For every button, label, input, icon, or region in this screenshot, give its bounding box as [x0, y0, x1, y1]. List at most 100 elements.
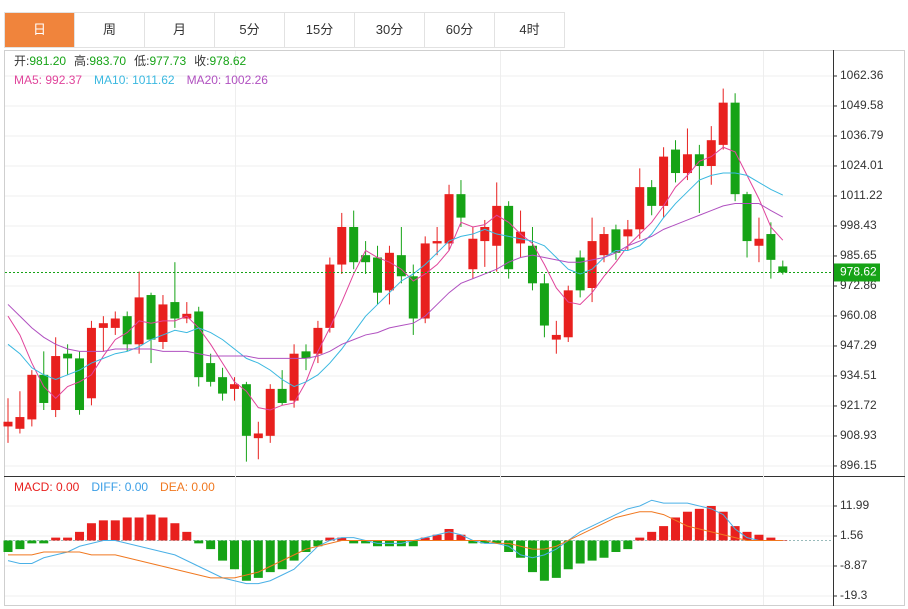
candle-body — [146, 295, 156, 340]
macd-bar — [313, 540, 323, 547]
candle-body — [313, 327, 323, 354]
macd-bar — [563, 540, 573, 570]
candle-body — [194, 311, 204, 378]
legend-entry: MACD: 0.00 — [14, 480, 80, 494]
candle-body — [611, 229, 621, 253]
macd-bar — [158, 517, 168, 541]
candle-body — [671, 149, 681, 174]
candle-body — [539, 283, 549, 326]
last-price-box — [834, 263, 880, 282]
macd-bar — [444, 528, 454, 541]
macd-bar — [492, 540, 502, 544]
candle-body — [277, 388, 287, 403]
ohlc-value: 981.20 — [29, 54, 66, 68]
macd-bar — [456, 534, 466, 541]
macd-bar — [706, 505, 716, 541]
macd-bar — [551, 540, 561, 578]
macd-bar — [659, 526, 669, 541]
candle-body — [778, 266, 788, 273]
candle-body — [349, 227, 359, 263]
y-tick-label: 896.15 — [840, 458, 877, 472]
macd-bar — [241, 540, 251, 581]
macd-bar — [599, 540, 609, 558]
candle-body — [27, 374, 37, 420]
period-tab[interactable]: 5分 — [215, 13, 285, 47]
macd-bar — [277, 540, 287, 570]
y-tick-label: 1062.36 — [840, 68, 884, 82]
candle-body — [754, 238, 764, 246]
y-tick-label: 947.29 — [840, 338, 877, 352]
ohlc-label: 低: — [134, 54, 149, 68]
candle-body — [623, 229, 633, 237]
y-tick-label: 1.56 — [840, 528, 864, 542]
chart-frame — [4, 50, 905, 606]
macd-bar — [694, 508, 704, 541]
candle-body — [75, 358, 85, 411]
macd-bar — [301, 540, 311, 552]
period-tab[interactable]: 15分 — [285, 13, 355, 47]
period-tab[interactable]: 30分 — [355, 13, 425, 47]
candle-body — [706, 140, 716, 166]
candle-body — [158, 304, 168, 342]
candle-body — [384, 252, 394, 291]
candle-body — [635, 187, 645, 230]
candle-body — [420, 243, 430, 319]
candle-body — [361, 255, 371, 263]
candle-body — [456, 194, 466, 218]
macd-bar — [539, 540, 549, 581]
macd-bar — [206, 540, 216, 550]
macd-bar — [253, 540, 263, 578]
macd-bar — [575, 540, 585, 564]
macd-bar — [337, 537, 347, 541]
macd-bar — [182, 531, 192, 541]
period-tab[interactable]: 周 — [75, 13, 145, 47]
macd-bar — [39, 540, 49, 544]
candle-body — [337, 227, 347, 265]
macd-bar — [325, 537, 335, 541]
period-tab[interactable]: 4时 — [495, 13, 565, 47]
y-tick-label: 960.08 — [840, 308, 877, 322]
y-tick-label: 972.86 — [840, 278, 877, 292]
candle-body — [241, 384, 251, 436]
y-tick-label: 1036.79 — [840, 128, 884, 142]
candle-body — [373, 257, 383, 293]
ohlc-value: 978.62 — [209, 54, 246, 68]
macd-bar — [110, 520, 120, 541]
indicator-line — [8, 511, 783, 579]
legend-entry: MA10: 1011.62 — [94, 73, 175, 87]
indicator-line — [7, 172, 784, 388]
macd-bar — [15, 540, 25, 550]
y-tick-label: 921.72 — [840, 398, 877, 412]
y-tick-label: -8.87 — [840, 558, 868, 572]
ohlc-label: 收: — [194, 54, 209, 68]
macd-bar — [3, 540, 13, 552]
ohlc-label: 高: — [74, 53, 89, 68]
period-tabs: 日周月 5分 15分 30分 60分 4时 — [4, 12, 565, 48]
macd-bar — [289, 540, 299, 561]
candle-body — [694, 154, 704, 166]
y-tick-label: 908.93 — [840, 428, 877, 442]
period-tab[interactable]: 日 — [5, 13, 75, 47]
candle-body — [39, 374, 49, 403]
legend-entry: MA20: 1002.26 — [187, 73, 269, 87]
period-tab[interactable]: 60分 — [425, 13, 495, 47]
legend-entry: DEA: 0.00 — [160, 480, 215, 494]
candle-body — [480, 227, 490, 242]
macd-bar — [718, 511, 728, 541]
candle-body — [3, 421, 13, 427]
macd-bar — [647, 531, 657, 541]
marks — [3, 88, 833, 585]
macd-bar — [361, 540, 371, 544]
candle-body — [468, 238, 478, 270]
y-tick-label: 11.99 — [840, 498, 869, 512]
period-tab[interactable]: 月 — [145, 13, 215, 47]
macd-bar — [587, 540, 597, 561]
candle-body — [229, 384, 239, 389]
macd-bar — [635, 537, 645, 541]
candle-body — [492, 205, 502, 246]
grid — [5, 75, 837, 597]
candle-body — [551, 334, 561, 340]
candle-body — [718, 102, 728, 145]
y-tick-label: 985.65 — [840, 248, 877, 262]
